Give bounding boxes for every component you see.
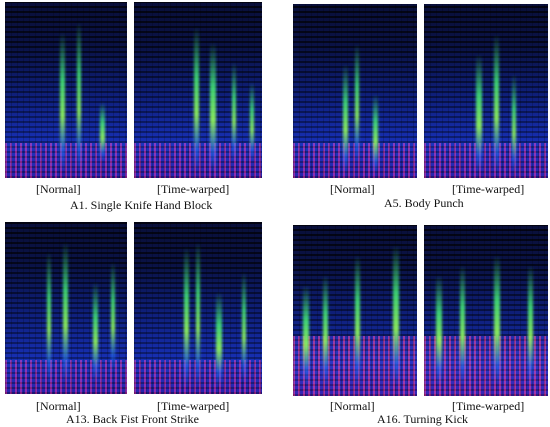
label-normal: [Normal]: [36, 399, 81, 413]
label-time-warped: [Time-warped]: [157, 399, 230, 413]
caption-a16: A16. Turning Kick: [377, 412, 469, 426]
caption-a1: A1. Single Knife Hand Block: [70, 198, 213, 212]
spectrogram-normal-a13: [5, 222, 127, 394]
label-time-warped: [Time-warped]: [452, 399, 525, 413]
label-time-warped: [Time-warped]: [157, 182, 230, 196]
label-normal: [Normal]: [36, 182, 81, 196]
label-normal: [Normal]: [330, 182, 375, 196]
spectrogram-normal-a1: [5, 2, 127, 178]
caption-a13: A13. Back Fist Front Strike: [66, 412, 200, 426]
spectrogram-warped-a5: [424, 4, 548, 178]
spectrogram-warped-a1: [134, 2, 262, 178]
caption-a5: A5. Body Punch: [384, 196, 464, 210]
spectrogram-warped-a13: [134, 222, 262, 394]
spectrogram-warped-a16: [424, 225, 548, 396]
spectrogram-normal-a5: [293, 4, 417, 178]
label-normal: [Normal]: [330, 399, 375, 413]
spectrogram-normal-a16: [293, 225, 417, 396]
label-time-warped: [Time-warped]: [452, 182, 525, 196]
